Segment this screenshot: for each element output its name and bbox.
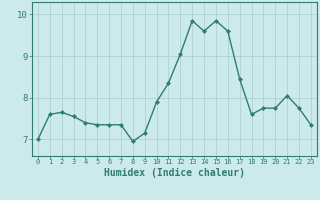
X-axis label: Humidex (Indice chaleur): Humidex (Indice chaleur) bbox=[104, 168, 245, 178]
